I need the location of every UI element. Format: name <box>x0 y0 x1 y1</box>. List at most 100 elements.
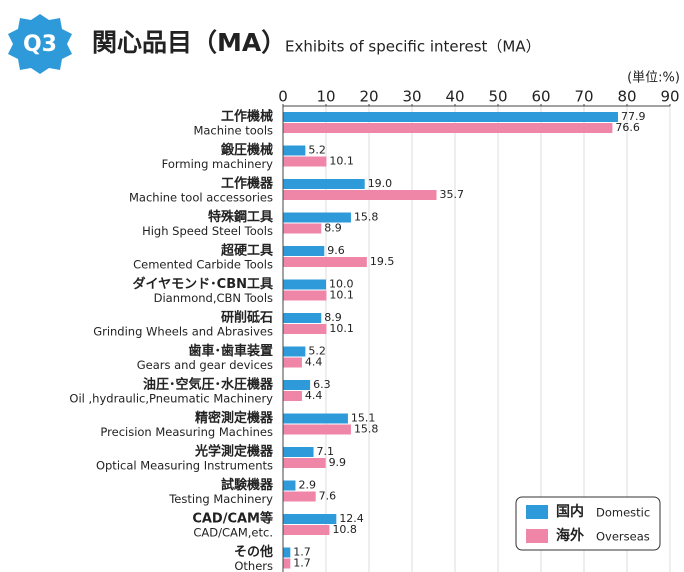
value-label: 35.7 <box>440 188 465 201</box>
bar <box>283 190 437 200</box>
value-label: 76.6 <box>615 121 640 134</box>
category-subtitle: Others <box>234 559 273 572</box>
legend-label-en: Domestic <box>596 506 650 520</box>
bar <box>283 558 291 569</box>
value-label: 12.4 <box>339 512 364 525</box>
bar <box>283 279 326 290</box>
category-label: 超硬工具 <box>221 243 273 259</box>
category-subtitle: Testing Machinery <box>168 492 273 506</box>
value-label: 10.8 <box>332 523 357 536</box>
x-tick-label: 80 <box>617 88 636 106</box>
category-label: 試験機器 <box>221 477 274 493</box>
category-subtitle: Optical Measuring Instruments <box>96 459 273 473</box>
value-label: 2.9 <box>298 479 316 492</box>
value-label: 8.9 <box>324 311 342 324</box>
x-tick-label: 20 <box>359 88 378 106</box>
legend-swatch <box>526 505 548 519</box>
value-label: 15.8 <box>354 423 379 436</box>
x-tick-label: 30 <box>402 88 421 106</box>
value-label: 6.3 <box>313 378 331 391</box>
value-label: 19.0 <box>368 177 393 190</box>
unit-label: (単位:%) <box>627 70 680 86</box>
bar <box>283 179 365 189</box>
category-subtitle: Grinding Wheels and Abrasives <box>93 325 273 339</box>
value-label: 7.1 <box>317 445 335 458</box>
legend-label-en: Overseas <box>596 530 650 544</box>
chart-title: 関心品目（MA） <box>92 28 286 57</box>
bar <box>283 514 337 524</box>
category-subtitle: Oil ,hydraulic,Pneumatic Machinery <box>69 392 273 406</box>
chart-subtitle: Exhibits of specific interest（MA） <box>285 38 541 56</box>
value-label: 4.4 <box>305 389 323 402</box>
bar <box>283 212 351 223</box>
bar <box>283 357 302 368</box>
x-tick-label: 60 <box>531 88 550 106</box>
category-subtitle: Gears and gear devices <box>137 358 273 372</box>
value-label: 15.1 <box>351 412 376 425</box>
category-label: 歯車･歯車装置 <box>188 343 273 359</box>
value-label: 9.9 <box>329 456 347 469</box>
legend-swatch <box>526 529 548 543</box>
value-label: 15.8 <box>354 211 379 224</box>
category-subtitle: High Speed Steel Tools <box>142 224 273 238</box>
x-tick-label: 50 <box>488 88 507 106</box>
bar <box>283 290 327 301</box>
legend-label: 国内 <box>556 503 584 520</box>
bar <box>283 447 314 457</box>
bar <box>283 156 327 167</box>
x-tick-label: 0 <box>278 88 288 106</box>
bar <box>283 145 306 156</box>
badge: Q3 <box>23 32 57 57</box>
bar <box>283 480 296 491</box>
value-label: 9.6 <box>327 244 345 257</box>
category-label: 光学測定機器 <box>194 444 274 460</box>
x-tick-label: 70 <box>574 88 593 106</box>
value-label: 8.9 <box>324 222 342 235</box>
category-label: 工作機器 <box>221 176 274 192</box>
value-label: 1.7 <box>293 557 311 570</box>
value-label: 77.9 <box>621 110 646 123</box>
category-label: 油圧･空気圧･水圧機器 <box>143 377 274 393</box>
category-label: 鍛圧機械 <box>221 142 273 158</box>
category-label: 工作機械 <box>221 109 273 125</box>
value-label: 10.0 <box>329 278 354 291</box>
value-label: 19.5 <box>370 255 395 268</box>
category-subtitle: Precision Measuring Machines <box>100 425 273 439</box>
category-label: CAD/CAM等 <box>192 511 273 527</box>
bar <box>283 413 348 424</box>
bar <box>283 458 326 468</box>
value-label: 10.1 <box>329 155 354 168</box>
category-subtitle: Machine tool accessories <box>129 191 273 205</box>
value-label: 5.2 <box>308 345 326 358</box>
badge-shape <box>8 14 72 74</box>
value-label: 1.7 <box>293 546 311 559</box>
value-label: 10.1 <box>329 289 354 302</box>
value-label: 10.1 <box>329 322 354 335</box>
category-subtitle: CAD/CAM,etc. <box>193 526 273 540</box>
x-tick-label: 40 <box>445 88 464 106</box>
bar <box>283 424 351 435</box>
category-label: 特殊鋼工具 <box>208 209 273 225</box>
x-tick-label: 10 <box>316 88 335 106</box>
bar <box>283 391 302 401</box>
bar <box>283 525 330 535</box>
bar <box>283 547 291 558</box>
value-label: 5.2 <box>308 144 326 157</box>
bar <box>283 324 327 334</box>
category-label: 研削砥石 <box>221 310 273 326</box>
value-label: 7.6 <box>319 490 337 503</box>
category-subtitle: Cemented Carbide Tools <box>133 258 273 272</box>
bar <box>283 491 316 502</box>
legend-box <box>515 496 661 551</box>
bar <box>283 257 367 267</box>
category-subtitle: Machine tools <box>193 124 273 138</box>
category-subtitle: Dianmond,CBN Tools <box>154 291 273 305</box>
legend-label: 海外 <box>556 527 584 544</box>
bar <box>283 313 322 323</box>
bar <box>283 112 618 122</box>
bar <box>283 223 322 234</box>
category-label: ダイヤモンド･CBN工具 <box>133 276 273 292</box>
category-label: 精密測定機器 <box>195 410 274 426</box>
